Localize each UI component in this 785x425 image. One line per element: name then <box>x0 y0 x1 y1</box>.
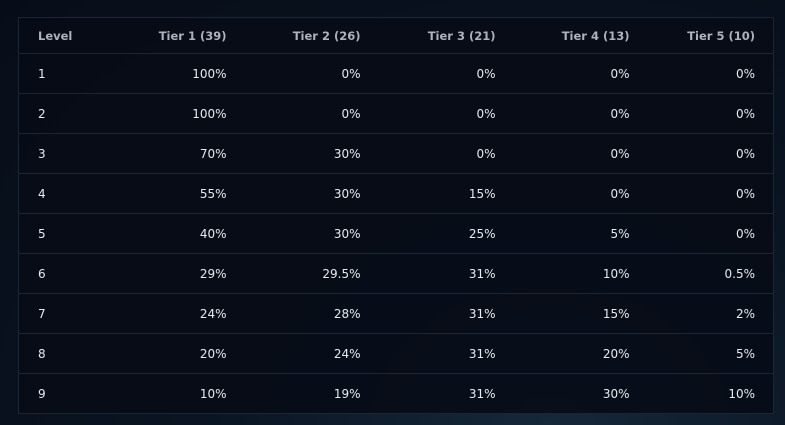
table-cell: 30% <box>226 133 361 174</box>
header-cell: Tier 1 (39) <box>138 17 227 54</box>
header-cell: Tier 3 (21) <box>360 17 496 54</box>
table-cell: 10% <box>138 373 227 414</box>
header-row: Level Tier 1 (39) Tier 2 (26) Tier 3 (21) Ti… <box>18 17 774 54</box>
table-cell: 30% <box>495 373 630 414</box>
table-cell: 4 <box>18 173 139 214</box>
table-cell: 2% <box>629 293 774 334</box>
table-cell: 5% <box>629 333 774 374</box>
table-cell: 0% <box>360 53 496 94</box>
table-cell: 10% <box>629 373 774 414</box>
table-cell: 31% <box>360 293 496 334</box>
table-cell: 1 <box>18 53 139 94</box>
table-cell: 0% <box>360 93 496 134</box>
table-cell: 0% <box>495 173 630 214</box>
table-cell: 0% <box>226 53 361 94</box>
table-row: 5 40% 30% 25% 5% 0% <box>18 213 774 254</box>
table-row: 4 55% 30% 15% 0% 0% <box>18 173 774 214</box>
table-cell: 0% <box>629 93 774 134</box>
header-cell: Tier 5 (10) <box>629 17 774 54</box>
table-cell: 55% <box>138 173 227 214</box>
table-row: 1 100% 0% 0% 0% 0% <box>18 53 774 94</box>
table-cell: 29.5% <box>226 253 361 294</box>
table-cell: 40% <box>138 213 227 254</box>
table-cell: 24% <box>138 293 227 334</box>
table-cell: 31% <box>360 253 496 294</box>
table-cell: 10% <box>495 253 630 294</box>
table-cell: 70% <box>138 133 227 174</box>
header-cell: Tier 2 (26) <box>226 17 361 54</box>
table-cell: 20% <box>495 333 630 374</box>
table-cell: 0% <box>629 173 774 214</box>
table-cell: 100% <box>138 53 227 94</box>
table-row: 8 20% 24% 31% 20% 5% <box>18 333 774 374</box>
table-body: 1 100% 0% 0% 0% 0% 2 100% 0% 0% 0% 0% 3 70% 30% 0% 0% 0% 4… <box>18 53 774 414</box>
table-cell: 0% <box>629 53 774 94</box>
table-cell: 30% <box>226 213 361 254</box>
table-cell: 31% <box>360 373 496 414</box>
table-cell: 6 <box>18 253 139 294</box>
table-cell: 0% <box>495 93 630 134</box>
table-cell: 25% <box>360 213 496 254</box>
header-cell: Level <box>18 17 139 54</box>
table-row: 3 70% 30% 0% 0% 0% <box>18 133 774 174</box>
table-row: 2 100% 0% 0% 0% 0% <box>18 93 774 134</box>
header-cell: Tier 4 (13) <box>495 17 630 54</box>
table-cell: 30% <box>226 173 361 214</box>
table-cell: 31% <box>360 333 496 374</box>
table-cell: 5 <box>18 213 139 254</box>
table-cell: 7 <box>18 293 139 334</box>
table-row: 9 10% 19% 31% 30% 10% <box>18 373 774 414</box>
table-cell: 24% <box>226 333 361 374</box>
table-row: 7 24% 28% 31% 15% 2% <box>18 293 774 334</box>
table-cell: 9 <box>18 373 139 414</box>
table-cell: 0% <box>495 133 630 174</box>
table-row: 6 29% 29.5% 31% 10% 0.5% <box>18 253 774 294</box>
table-cell: 0% <box>226 93 361 134</box>
table-cell: 0.5% <box>629 253 774 294</box>
table-cell: 0% <box>495 53 630 94</box>
table-cell: 19% <box>226 373 361 414</box>
table-cell: 8 <box>18 333 139 374</box>
table-cell: 100% <box>138 93 227 134</box>
table-cell: 15% <box>495 293 630 334</box>
table-cell: 2 <box>18 93 139 134</box>
table-cell: 28% <box>226 293 361 334</box>
odds-table: Level Tier 1 (39) Tier 2 (26) Tier 3 (21) Ti… <box>18 17 774 414</box>
table-cell: 5% <box>495 213 630 254</box>
table-cell: 3 <box>18 133 139 174</box>
table-cell: 0% <box>629 213 774 254</box>
table-cell: 15% <box>360 173 496 214</box>
table-cell: 0% <box>360 133 496 174</box>
table-cell: 0% <box>629 133 774 174</box>
table-cell: 29% <box>138 253 227 294</box>
table-cell: 20% <box>138 333 227 374</box>
